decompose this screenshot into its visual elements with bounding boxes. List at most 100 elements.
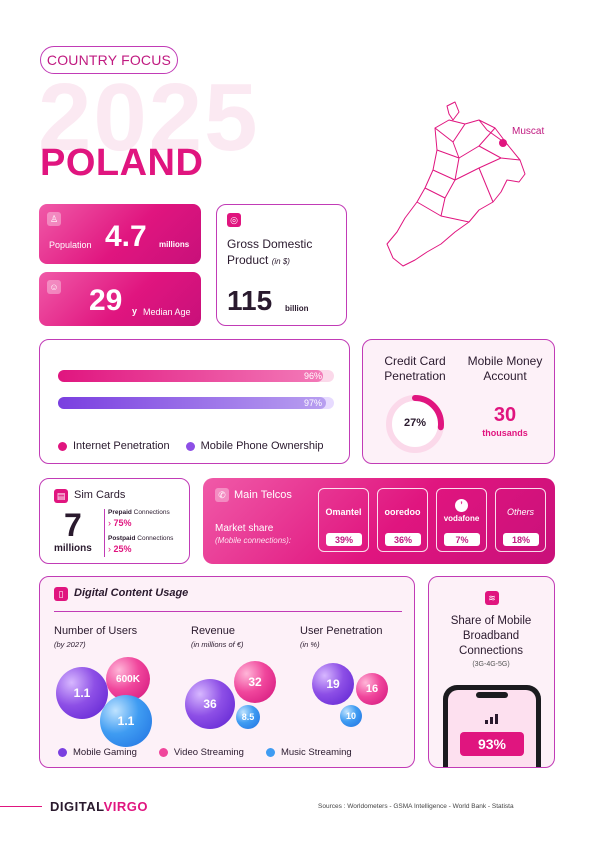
digital-content-card: ▯ Digital Content Usage Number of Users …	[39, 576, 415, 768]
revenue-video-bubble: 32	[234, 661, 276, 703]
mobile-bar-value: 97%	[304, 398, 323, 408]
head-icon: ☺	[47, 280, 61, 294]
broadband-card: ≋ Share of Mobile Broadband Connections …	[428, 576, 555, 768]
internet-bar-value: 96%	[304, 371, 323, 381]
credit-card-donut	[386, 395, 444, 453]
gaming-legend-label: Mobile Gaming	[73, 747, 137, 758]
broadband-label-line1: Share of Mobile	[450, 615, 532, 627]
user-penetration-note: (in %)	[300, 640, 320, 649]
revenue-title: Revenue	[191, 625, 236, 637]
gaming-legend-dot	[58, 748, 67, 757]
internet-legend-dot	[58, 441, 67, 451]
internet-bar-fill	[58, 370, 323, 382]
video-legend-dot	[158, 748, 168, 757]
median-age-card: ☺ 29 y Median Age	[39, 272, 201, 326]
country-focus-badge: COUNTRY FOCUS	[40, 46, 178, 74]
internet-legend-label: Internet Penetration	[73, 440, 170, 452]
country-title: POLAND	[40, 142, 204, 184]
credit-card-label-line2: Penetration	[384, 369, 446, 383]
brand-logo-part-b: VIRGO	[103, 799, 148, 814]
gdp-unit: billion	[285, 304, 309, 313]
revenue-note: (in millions of €)	[191, 640, 244, 649]
digital-divider	[54, 611, 402, 612]
credit-card-label-line1: Credit Card	[384, 354, 446, 368]
brand-logo-part-a: DIGITAL	[50, 799, 104, 814]
credit-card-label: Credit Card Penetration	[363, 354, 467, 384]
person-icon: ♙	[47, 212, 61, 226]
postpaid-row: Postpaid Connections	[108, 535, 173, 542]
mobile-money-label: Mobile Money Account	[457, 354, 553, 384]
phone-frame: 93%	[443, 685, 541, 767]
mobile-money-label-line1: Mobile Money	[467, 354, 543, 368]
median-age-label: Median Age	[143, 307, 191, 317]
brand-logo: DIGITALVIRGO	[50, 799, 148, 814]
users-video-bubble: 600K	[106, 657, 150, 701]
sim-unit: millions	[54, 543, 92, 554]
market-share-note: (Mobile connections):	[215, 536, 292, 545]
broadband-label: Share of Mobile Broadband Connections	[429, 614, 553, 659]
telco-ooredoo-name: ooredoo	[384, 507, 421, 517]
country-focus-label: COUNTRY FOCUS	[46, 52, 172, 68]
vodafone-logo-icon: ’	[455, 499, 468, 512]
video-legend-label: Video Streaming	[173, 747, 244, 758]
coin-icon: ◎	[227, 213, 241, 227]
city-label: Muscat	[512, 126, 545, 137]
users-title: Number of Users	[54, 625, 138, 637]
mobile-money-label-line2: Account	[483, 369, 527, 383]
broadband-icon: ≋	[485, 591, 499, 605]
penetration-music-bubble: 10	[340, 705, 362, 727]
telco-omantel-value: 39%	[326, 533, 362, 546]
users-gaming-bubble: 1.1	[56, 667, 108, 719]
mobile-bar-fill	[58, 397, 326, 409]
telco-vodafone-name: vodafone	[443, 514, 480, 523]
sim-card-panel: ▤ Sim Cards 7 millions Prepaid Connectio…	[39, 478, 190, 564]
population-value: 4.7	[105, 220, 147, 253]
postpaid-value-row: › 25%	[108, 544, 132, 554]
market-share-label: Market share	[215, 523, 274, 534]
background-year: 2025	[38, 64, 260, 171]
postpaid-chevron-icon: ›	[108, 544, 111, 554]
credit-card-value: 27%	[403, 417, 427, 429]
prepaid-value: 75%	[113, 518, 132, 528]
mobile-legend-dot	[185, 441, 195, 451]
telco-omantel-name: Omantel	[325, 507, 362, 517]
prepaid-suffix: Connections	[131, 509, 170, 516]
mobile-money-value: 30	[493, 404, 517, 426]
population-label: Population	[49, 240, 92, 250]
population-card: ♙ Population 4.7 millions	[39, 204, 201, 264]
music-legend-label: Music Streaming	[280, 747, 352, 758]
users-music-bubble: 1.1	[100, 695, 152, 747]
telco-omantel: Omantel 39%	[318, 488, 369, 552]
music-legend-dot	[265, 748, 275, 757]
muscat-marker	[499, 139, 507, 147]
postpaid-label: Postpaid	[108, 535, 136, 542]
telcos-card: ✆ Main Telcos Market share (Mobile conne…	[203, 478, 555, 564]
broadband-note: (3G-4G-5G)	[472, 661, 510, 668]
broadband-label-line2: Broadband	[462, 630, 520, 642]
digital-title: Digital Content Usage	[74, 587, 189, 599]
phone-icon: ✆	[215, 488, 229, 502]
prepaid-row: Prepaid Connections	[108, 509, 170, 516]
gdp-value: 115	[227, 285, 273, 316]
penetration-gaming-bubble: 19	[312, 663, 354, 705]
telco-vodafone-value: 7%	[444, 533, 480, 546]
penetration-video-bubble: 16	[356, 673, 388, 705]
sources-text: Sources : Worldometers - GSMA Intelligen…	[318, 803, 514, 810]
median-age-value: 29	[89, 284, 123, 317]
users-note: (by 2027)	[54, 640, 86, 649]
telco-vodafone: ’ vodafone 7%	[436, 488, 487, 552]
digital-legend: Mobile Gaming Video Streaming Music Stre…	[58, 747, 352, 758]
broadband-label-line3: Connections	[459, 645, 523, 657]
user-penetration-title: User Penetration	[300, 625, 383, 637]
telcos-title: Main Telcos	[234, 489, 292, 501]
sim-title: Sim Cards	[74, 489, 126, 501]
mobile-legend-label: Mobile Phone Ownership	[200, 440, 324, 452]
gdp-card: ◎ Gross Domestic Product (in $) 115 bill…	[216, 204, 347, 326]
postpaid-suffix: Connections	[135, 535, 174, 542]
revenue-gaming-bubble: 36	[185, 679, 235, 729]
prepaid-chevron-icon: ›	[108, 518, 111, 528]
tablet-icon: ▯	[54, 587, 68, 601]
telco-ooredoo: ooredoo 36%	[377, 488, 428, 552]
revenue-music-bubble: 8.5	[236, 705, 260, 729]
sim-icon: ▤	[54, 489, 68, 503]
